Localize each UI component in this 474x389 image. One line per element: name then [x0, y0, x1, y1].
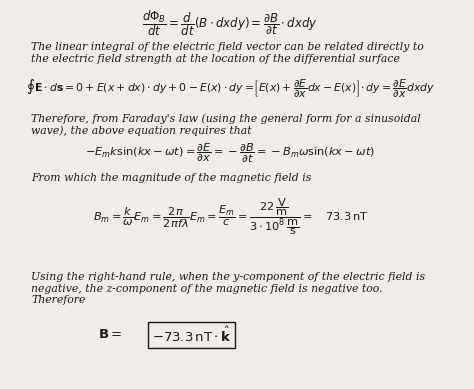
Text: $\oint\mathbf{E}\cdot d\mathbf{s}=0+E(x+dx)\cdot dy+0-E(x)\cdot dy=\!\left[E(x)+: $\oint\mathbf{E}\cdot d\mathbf{s}=0+E(x+… [26, 77, 435, 100]
Text: The linear integral of the electric field vector can be related directly to: The linear integral of the electric fiel… [31, 42, 424, 52]
Text: $B_m=\dfrac{k}{\omega}E_m=\dfrac{2\pi}{2\pi f\lambda}E_m=\dfrac{E_m}{c}=\dfrac{2: $B_m=\dfrac{k}{\omega}E_m=\dfrac{2\pi}{2… [93, 196, 368, 237]
Text: Therefore: Therefore [31, 295, 86, 305]
Text: Therefore, from Faraday's law (using the general form for a sinusoidal: Therefore, from Faraday's law (using the… [31, 114, 421, 124]
Text: the electric field strength at the location of the differential surface: the electric field strength at the locat… [31, 54, 400, 64]
Text: From which the magnitude of the magnetic field is: From which the magnitude of the magnetic… [31, 173, 311, 183]
Text: Using the right-hand rule, when the y-component of the electric field is: Using the right-hand rule, when the y-co… [31, 272, 425, 282]
Text: wave), the above equation requires that: wave), the above equation requires that [31, 125, 252, 135]
Text: negative, the z-component of the magnetic field is negative too.: negative, the z-component of the magneti… [31, 284, 383, 294]
Text: $-73.3\,\mathrm{nT}\cdot\hat{\mathbf{k}}$: $-73.3\,\mathrm{nT}\cdot\hat{\mathbf{k}}… [152, 325, 231, 345]
Text: $\dfrac{d\Phi_B}{dt} = \dfrac{d}{dt}(B\cdot dxdy)=\dfrac{\partial B}{\partial t}: $\dfrac{d\Phi_B}{dt} = \dfrac{d}{dt}(B\c… [142, 8, 319, 38]
Text: $\mathbf{B}=$: $\mathbf{B}=$ [98, 328, 122, 342]
Text: $-E_m k\sin(kx-\omega t)=\dfrac{\partial E}{\partial x}=-\dfrac{\partial B}{\par: $-E_m k\sin(kx-\omega t)=\dfrac{\partial… [85, 142, 375, 165]
